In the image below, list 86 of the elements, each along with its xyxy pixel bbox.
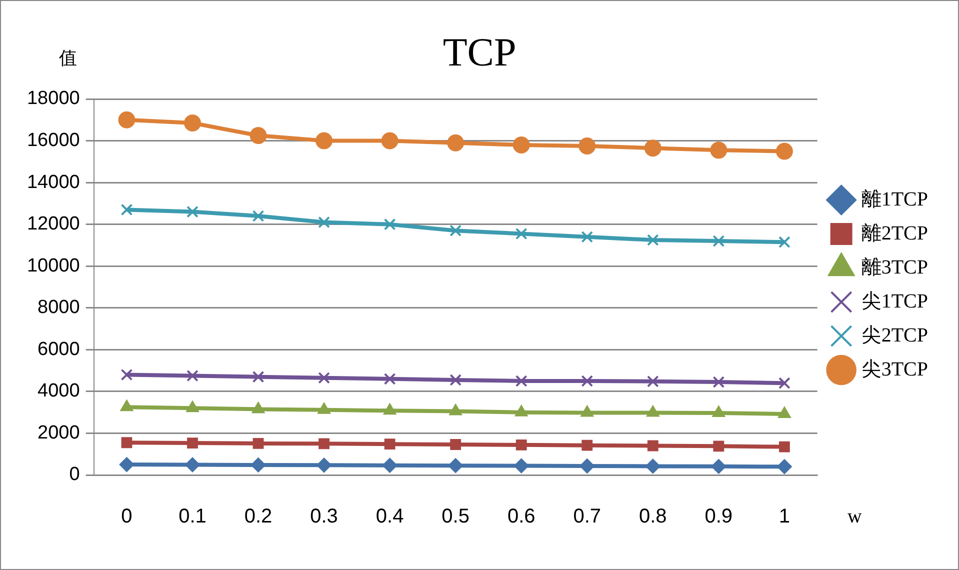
point [512, 136, 530, 154]
point [384, 372, 396, 385]
point [581, 375, 594, 387]
x-tick-label: 0 [121, 506, 132, 528]
point [316, 458, 332, 473]
point [186, 370, 198, 382]
point [316, 132, 333, 150]
x-tick-label: 1 [778, 506, 790, 528]
point [252, 210, 264, 222]
point [252, 438, 264, 449]
point [447, 134, 464, 152]
point [318, 372, 330, 384]
x-tick-label: 0.7 [573, 506, 602, 528]
y-tick-label: 14000 [26, 172, 80, 193]
y-tick-label: 10000 [26, 255, 80, 276]
legend-label: 尖2TCP [861, 324, 928, 346]
legend-label: 離2TCP [861, 222, 928, 244]
x-tick-label: 0.8 [638, 506, 667, 528]
legend-label: 尖1TCP [861, 290, 928, 312]
y-tick-label: 2000 [38, 422, 80, 444]
point [250, 127, 267, 144]
x-tick-label: 0.1 [178, 506, 206, 528]
point [118, 111, 136, 128]
y-tick-label: 4000 [38, 380, 80, 402]
point [515, 228, 528, 240]
point [448, 458, 464, 474]
point [120, 368, 133, 381]
point [645, 458, 660, 474]
x-tick-label: 0.6 [507, 506, 536, 528]
point [120, 204, 133, 216]
y-tick-label: 12000 [26, 214, 80, 235]
y-axis-title: 值 [59, 48, 77, 68]
point [778, 406, 791, 418]
point [382, 458, 398, 473]
point [119, 457, 134, 472]
point [581, 230, 594, 243]
point [184, 457, 200, 472]
point [776, 459, 792, 474]
point [582, 440, 593, 451]
point [121, 437, 132, 448]
x-axis-title: w [847, 505, 862, 528]
x-tick-label: 0.9 [704, 506, 733, 528]
point [516, 439, 527, 450]
point [710, 142, 728, 159]
chart-title: TCP [442, 30, 516, 74]
point [515, 375, 528, 387]
point [646, 234, 659, 246]
x-tick-label: 0.3 [310, 506, 338, 528]
point [578, 138, 596, 154]
point [712, 235, 725, 247]
point [778, 441, 790, 452]
legend-label: 尖3TCP [861, 358, 928, 380]
x-tick-label: 0.4 [376, 506, 404, 528]
point [250, 457, 266, 472]
point [644, 140, 662, 157]
point [384, 218, 396, 230]
x-tick-label: 0.5 [442, 506, 470, 528]
y-tick-label: 16000 [26, 130, 80, 152]
point [186, 206, 198, 218]
point [381, 132, 398, 150]
point [646, 375, 659, 388]
point [384, 438, 396, 450]
point [713, 440, 724, 452]
point [778, 236, 790, 248]
point [318, 216, 330, 228]
y-tick-label: 6000 [38, 338, 80, 360]
x-tick-label: 0.2 [244, 506, 272, 528]
point [187, 438, 198, 448]
point [450, 374, 462, 386]
point [776, 142, 793, 160]
point [712, 376, 725, 388]
point [252, 370, 264, 383]
y-tick-label: 18000 [26, 88, 80, 110]
point [450, 224, 462, 237]
y-tick-label: 0 [69, 464, 80, 486]
point [711, 458, 726, 474]
point [647, 440, 658, 452]
legend-label: 離3TCP [861, 256, 928, 278]
point [514, 458, 529, 474]
legend-label: 離1TCP [861, 188, 928, 210]
point [450, 439, 462, 450]
point [580, 458, 595, 474]
point [318, 438, 330, 450]
y-tick-label: 8000 [38, 297, 80, 318]
point [184, 114, 201, 132]
point [778, 377, 790, 390]
